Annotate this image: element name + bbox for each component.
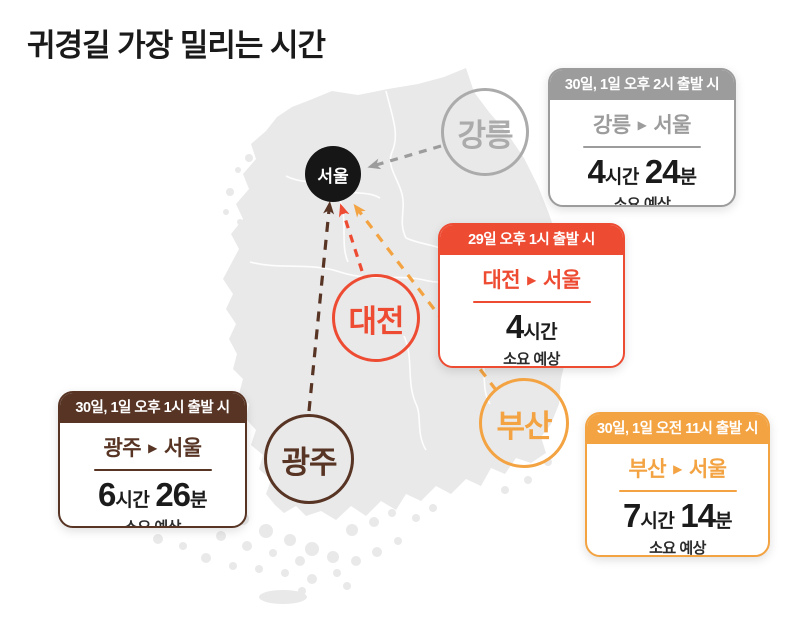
card-gangneung-seoul: 30일, 1일 오후 2시 출발 시 강릉 ▶ 서울 4시간 24분 소요 예상 (548, 68, 736, 207)
duration-hours-unit: 시간 (640, 511, 675, 532)
duration-minutes: 26 (155, 476, 191, 513)
divider (93, 469, 212, 471)
route-to: 서울 (688, 458, 727, 481)
card-busan-seoul: 30일, 1일 오전 11시 출발 시 부산 ▶ 서울 7시간 14분 소요 예상 (585, 412, 770, 557)
duration-note: 소요 예상 (613, 195, 671, 207)
duration-minutes-unit: 분 (679, 167, 697, 188)
departure-time-header: 30일, 1일 오전 11시 출발 시 (587, 414, 768, 444)
duration: 7시간 14분 (622, 497, 733, 534)
arrow-gwangju-to-seoul (307, 201, 335, 412)
city-label: 강릉 (457, 117, 513, 153)
city-circle-daejeon: 대전 (332, 274, 420, 362)
card-body: 광주 ▶ 서울 6시간 26분 소요 예상 (60, 423, 245, 528)
duration: 4시간 24분 (587, 153, 697, 190)
route-label: 부산 ▶ 서울 (628, 453, 727, 483)
route-from: 광주 (103, 437, 142, 460)
duration: 4시간 (505, 308, 558, 345)
divider (618, 490, 737, 492)
duration-minutes-unit: 분 (715, 511, 733, 532)
route-to: 서울 (542, 269, 581, 292)
duration-hours-unit: 시간 (115, 490, 150, 511)
city-label: 부산 (496, 408, 552, 444)
duration-minutes: 14 (680, 497, 716, 534)
duration-minutes: 24 (644, 153, 681, 190)
divider (583, 146, 701, 148)
card-body: 강릉 ▶ 서울 4시간 24분 소요 예상 (550, 100, 734, 207)
card-body: 대전 ▶ 서울 4시간 소요 예상 (440, 255, 623, 368)
city-label: 광주 (281, 444, 337, 480)
duration: 6시간 26분 (97, 476, 208, 513)
card-daejeon-seoul: 29일 오후 1시 출발 시 대전 ▶ 서울 4시간 소요 예상 (438, 223, 625, 368)
departure-time-header: 30일, 1일 오후 1시 출발 시 (60, 393, 245, 423)
duration-hours: 7 (622, 497, 641, 534)
duration-hours: 4 (505, 308, 524, 345)
route-label: 대전 ▶ 서울 (482, 264, 581, 294)
city-circle-gangneung: 강릉 (441, 88, 529, 176)
city-circle-seoul: 서울 (305, 146, 361, 202)
duration-hours-unit: 시간 (604, 167, 639, 188)
duration-hours: 4 (587, 153, 605, 190)
duration-note: 소요 예상 (124, 518, 181, 528)
arrow-gangneung-to-seoul (367, 144, 442, 170)
duration-note: 소요 예상 (503, 350, 560, 368)
card-body: 부산 ▶ 서울 7시간 14분 소요 예상 (587, 444, 768, 557)
departure-time-header: 29일 오후 1시 출발 시 (440, 225, 623, 255)
arrow-daejeon-to-seoul (338, 203, 364, 272)
route-label: 광주 ▶ 서울 (103, 432, 202, 462)
card-gwangju-seoul: 30일, 1일 오후 1시 출발 시 광주 ▶ 서울 6시간 26분 소요 예상 (58, 391, 247, 528)
page-title: 귀경길 가장 밀리는 시간 (27, 28, 326, 63)
duration-minutes-unit: 분 (190, 490, 208, 511)
route-arrow-icon: ▶ (673, 462, 682, 476)
duration-hours: 6 (97, 476, 116, 513)
route-arrow-icon: ▶ (637, 118, 647, 132)
route-from: 대전 (482, 269, 521, 292)
route-from: 부산 (628, 458, 667, 481)
route-to: 서울 (163, 437, 202, 460)
divider (472, 301, 591, 303)
duration-note: 소요 예상 (649, 539, 706, 557)
city-label: 서울 (317, 166, 349, 186)
city-label: 대전 (348, 303, 404, 339)
city-circle-busan: 부산 (479, 378, 569, 468)
route-label: 강릉 ▶ 서울 (592, 109, 692, 139)
duration-hours-unit: 시간 (523, 322, 558, 343)
departure-time-header: 30일, 1일 오후 2시 출발 시 (550, 70, 734, 100)
route-from: 강릉 (592, 114, 631, 137)
city-circle-gwangju: 광주 (264, 414, 354, 504)
route-to: 서울 (653, 114, 691, 137)
route-arrow-icon: ▶ (148, 441, 157, 455)
route-arrow-icon: ▶ (527, 273, 536, 287)
